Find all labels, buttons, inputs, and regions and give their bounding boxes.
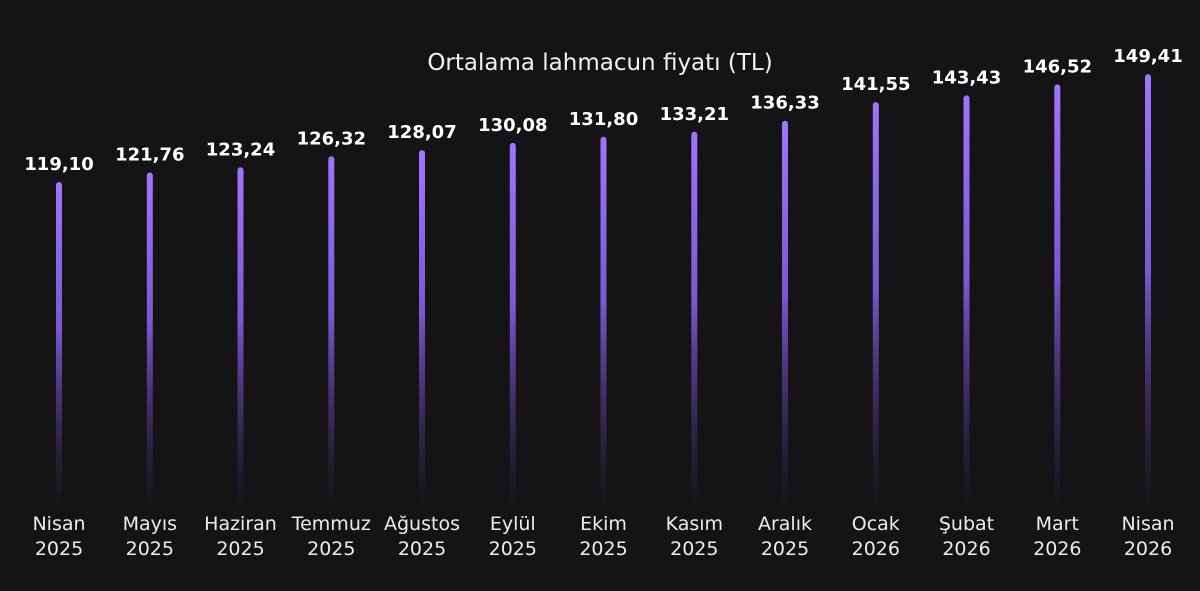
x-axis-labels-group: Nisan 2025 Mayıs 2025 Haziran 2025 Temmuz 2025 A… [32, 513, 1174, 560]
x-tick-month-label: Nisan [1121, 513, 1174, 535]
value-label: 136,33 [750, 93, 819, 114]
bar [1145, 74, 1151, 505]
x-tick-month-label: Mart [1036, 513, 1079, 535]
bar [56, 182, 62, 505]
x-tick-year-label: 2025 [579, 538, 627, 560]
value-label: 146,52 [1023, 56, 1092, 77]
value-label: 119,10 [24, 154, 93, 175]
x-tick-month-label: Nisan [32, 513, 85, 535]
x-tick-year-label: 2026 [942, 538, 990, 560]
bar [146, 172, 153, 505]
x-tick-month-label: Ekim [580, 513, 627, 535]
bar [782, 120, 788, 505]
x-tick-month-label: Ağustos [384, 513, 460, 535]
x-tick-month-label: Ocak [852, 513, 900, 535]
x-tick-year-label: 2026 [1124, 538, 1172, 560]
bar [1054, 84, 1061, 506]
x-tick-month-label: Temmuz [291, 513, 371, 535]
value-label: 133,21 [660, 104, 729, 125]
x-tick-year-label: 2025 [216, 538, 264, 560]
value-label: 131,80 [569, 109, 638, 130]
x-tick-year-label: 2025 [398, 538, 446, 560]
bar [600, 136, 607, 506]
value-label: 141,55 [841, 74, 910, 95]
bar [509, 142, 516, 505]
value-label: 130,08 [478, 115, 547, 136]
x-tick-year-label: 2026 [852, 538, 900, 560]
value-label: 143,43 [932, 67, 1001, 88]
x-tick-month-label: Haziran [204, 513, 277, 535]
chart-title: Ortalama lahmacun fiyatı (TL) [427, 50, 772, 76]
bars-group [56, 74, 1151, 506]
bar [963, 95, 970, 506]
x-tick-month-label: Kasım [666, 513, 723, 535]
x-tick-year-label: 2025 [761, 538, 809, 560]
x-tick-year-label: 2026 [1033, 538, 1081, 560]
x-tick-year-label: 2025 [489, 538, 537, 560]
value-label: 123,24 [206, 139, 275, 160]
bar [328, 156, 335, 506]
value-labels-group: 119,10 121,76 123,24 126,32 128,07 130,08 131,… [24, 46, 1182, 175]
bar [691, 131, 698, 506]
value-label: 121,76 [115, 145, 184, 166]
x-tick-year-label: 2025 [670, 538, 718, 560]
x-tick-month-label: Eylül [490, 513, 536, 535]
bar [419, 150, 425, 505]
bar [872, 102, 879, 505]
x-tick-year-label: 2025 [126, 538, 174, 560]
x-tick-month-label: Şubat [939, 513, 994, 535]
value-label: 128,07 [387, 122, 456, 143]
x-tick-year-label: 2025 [307, 538, 355, 560]
value-label: 126,32 [297, 128, 366, 149]
bar [237, 167, 244, 506]
value-label: 149,41 [1113, 46, 1182, 67]
x-tick-month-label: Aralık [758, 513, 812, 535]
x-tick-month-label: Mayıs [123, 513, 177, 535]
x-tick-year-label: 2025 [35, 538, 83, 560]
